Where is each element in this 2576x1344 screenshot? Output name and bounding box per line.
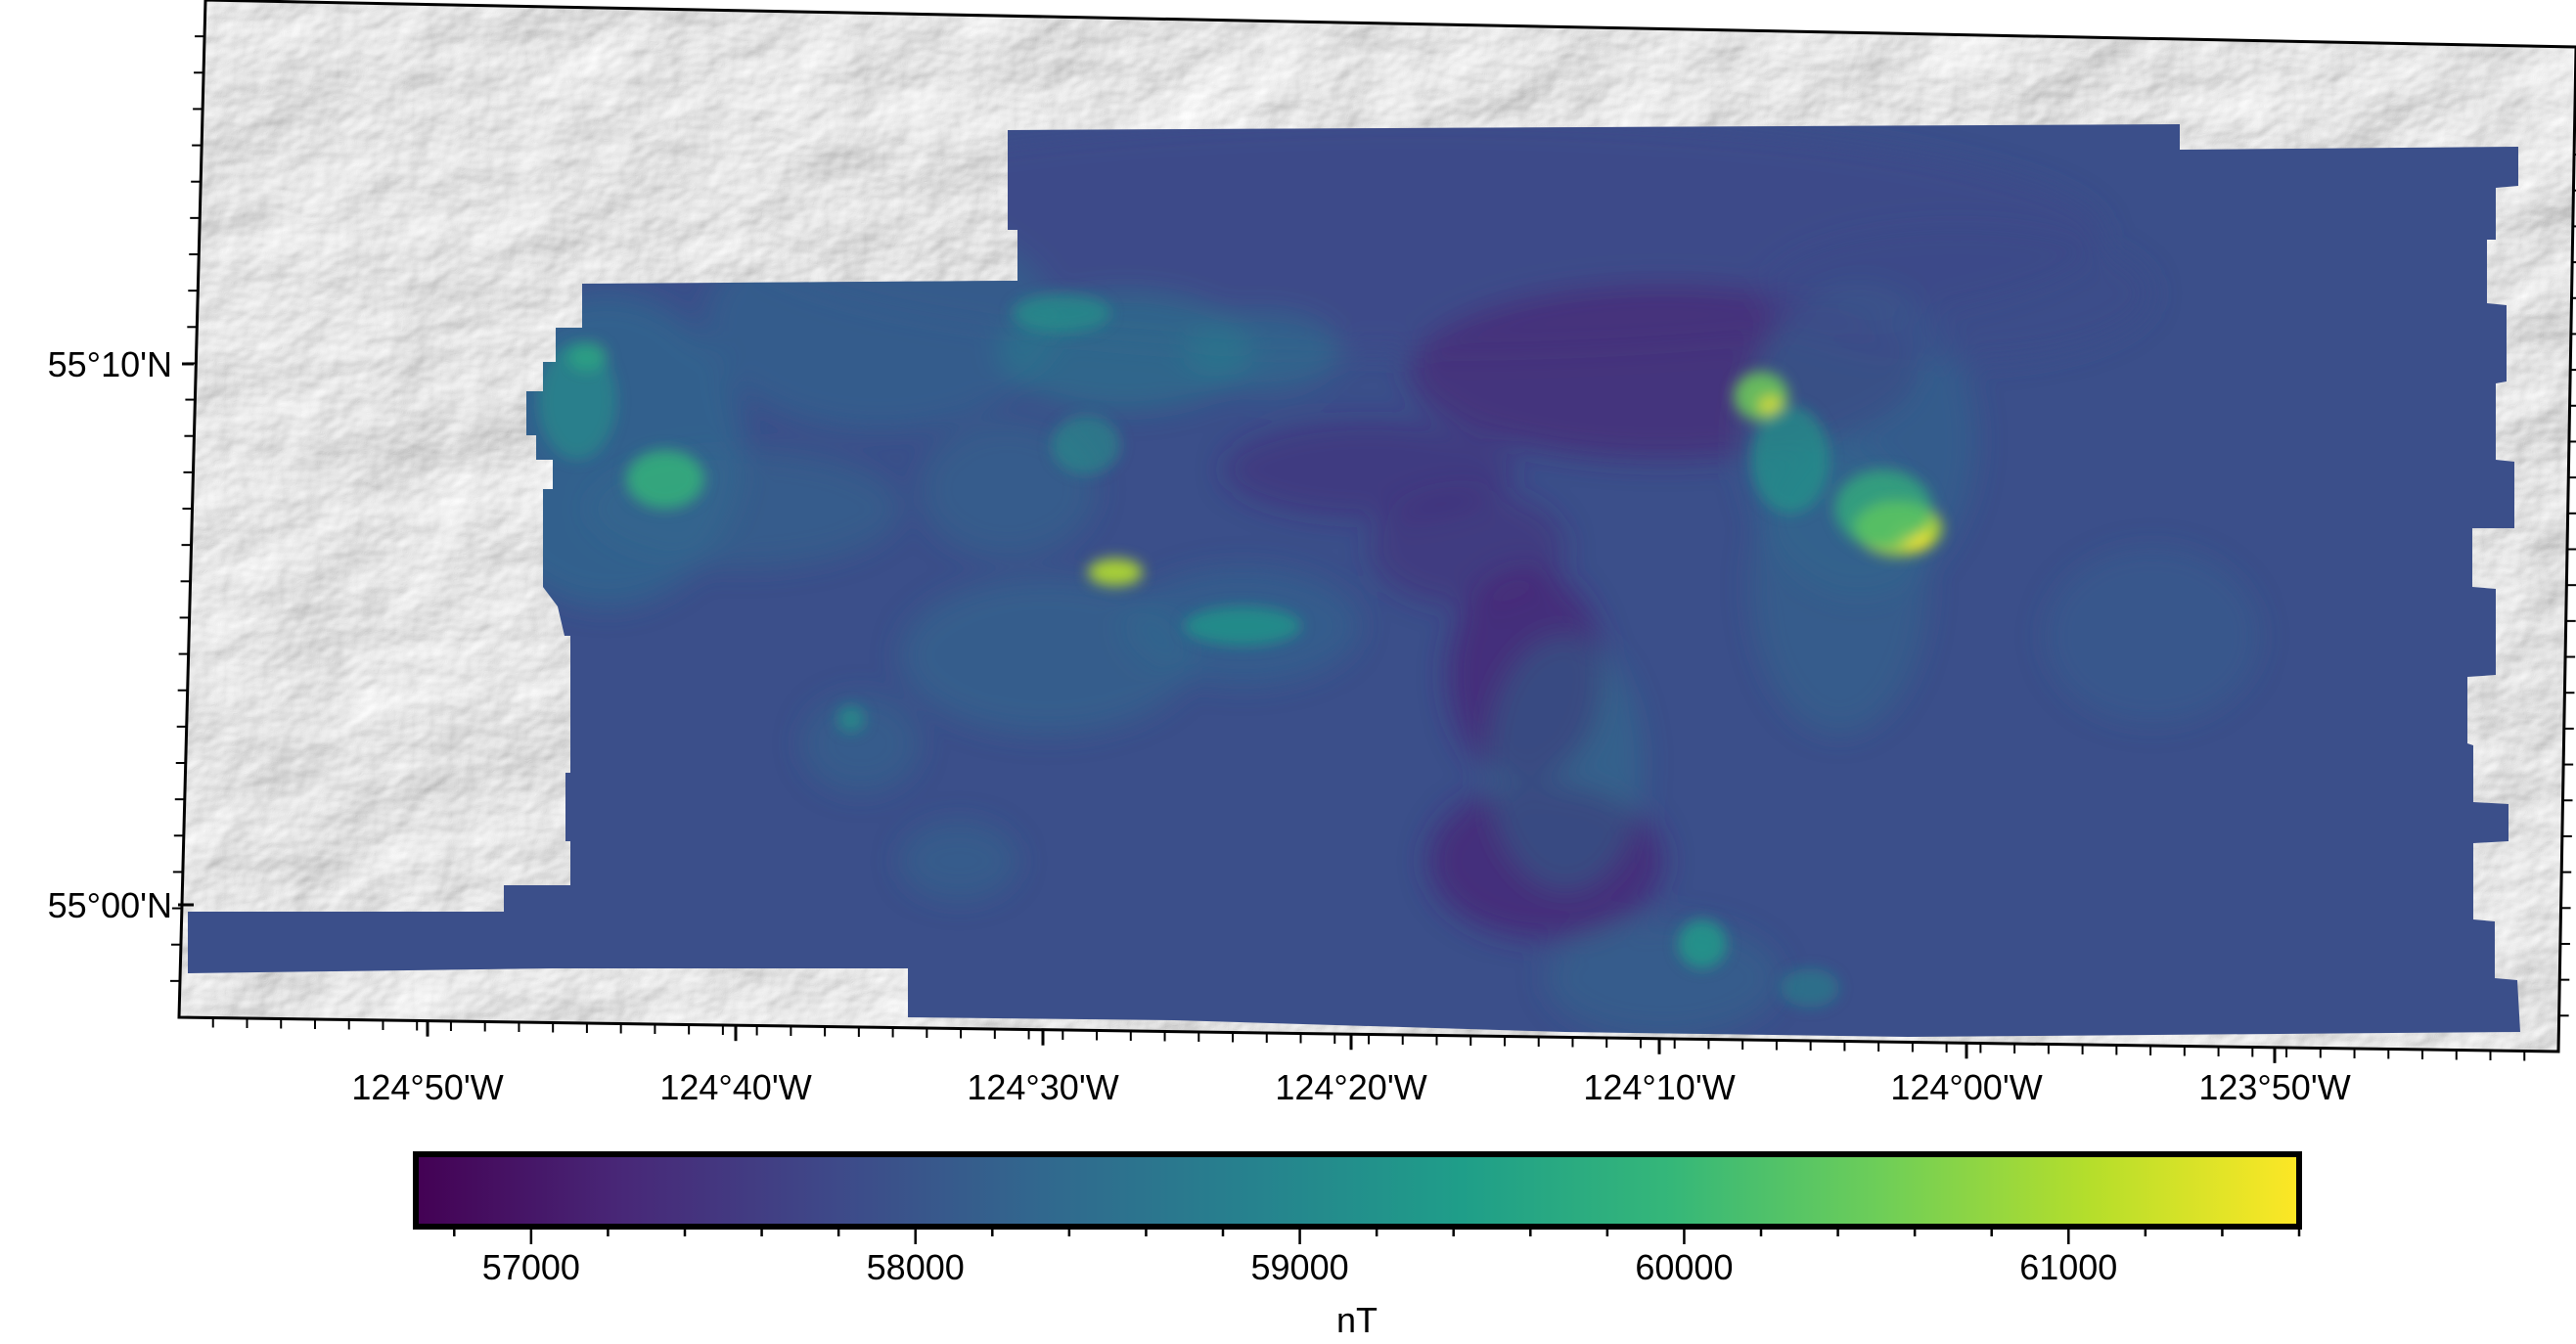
anomaly-blob xyxy=(1487,636,1644,890)
anomaly-peak xyxy=(1834,470,1932,548)
colorbar-gradient xyxy=(413,1151,2302,1230)
latitude-labels: 55°10'N 55°00'N xyxy=(48,344,172,925)
colorbar-tick-label: 57000 xyxy=(482,1247,580,1287)
longitude-label: 124°30'W xyxy=(967,1067,1118,1107)
colorbar-ticks xyxy=(453,1230,2301,1244)
anomaly-peak xyxy=(1781,968,1839,1008)
colorbar-tick-label: 58000 xyxy=(867,1247,965,1287)
anomaly-blob xyxy=(1761,225,2152,362)
anomaly-peak xyxy=(1052,416,1120,474)
anomaly-peak xyxy=(837,705,865,733)
colorbar-tick-labels: 57000 58000 59000 60000 61000 xyxy=(482,1247,2118,1287)
anomaly-peak xyxy=(538,342,616,460)
longitude-label: 124°20'W xyxy=(1275,1067,1426,1107)
longitude-label: 124°40'W xyxy=(659,1067,811,1107)
longitude-label: 123°50'W xyxy=(2198,1067,2350,1107)
anomaly-peak xyxy=(1088,559,1143,586)
longitude-label: 124°00'W xyxy=(1890,1067,2042,1107)
colorbar: 57000 58000 59000 60000 61000 nT xyxy=(413,1151,2302,1340)
anomaly-blob xyxy=(1184,313,1340,391)
latitude-label: 55°00'N xyxy=(48,885,172,925)
anomaly-blob xyxy=(802,694,920,792)
colorbar-tick-label: 59000 xyxy=(1251,1247,1349,1287)
anomaly-peak xyxy=(626,450,704,509)
longitude-label: 124°50'W xyxy=(351,1067,503,1107)
colorbar-label: nT xyxy=(1336,1300,1378,1340)
anomaly-blob xyxy=(1546,919,1781,1037)
anomaly-blob xyxy=(900,822,1017,900)
anomaly-peak xyxy=(1751,406,1830,514)
anomaly-peak xyxy=(1678,919,1727,968)
longitude-label: 124°10'W xyxy=(1583,1067,1735,1107)
colorbar-tick-label: 61000 xyxy=(2019,1247,2117,1287)
anomaly-blob xyxy=(920,421,1096,558)
frame-ticks xyxy=(169,35,2576,1063)
anomaly-blob xyxy=(900,577,1194,734)
anomaly-blob xyxy=(2045,548,2260,724)
longitude-labels: 124°50'W 124°40'W 124°30'W 124°20'W 124°10'W… xyxy=(351,1067,2350,1107)
anomaly-peak xyxy=(1013,293,1110,333)
anomaly-blob xyxy=(1370,489,1565,606)
colorbar-tick-label: 60000 xyxy=(1635,1247,1733,1287)
map-frame xyxy=(177,0,2576,1053)
anomaly-blob xyxy=(1223,421,1516,518)
anomaly-peak xyxy=(1184,606,1301,646)
latitude-label: 55°10'N xyxy=(48,344,172,384)
